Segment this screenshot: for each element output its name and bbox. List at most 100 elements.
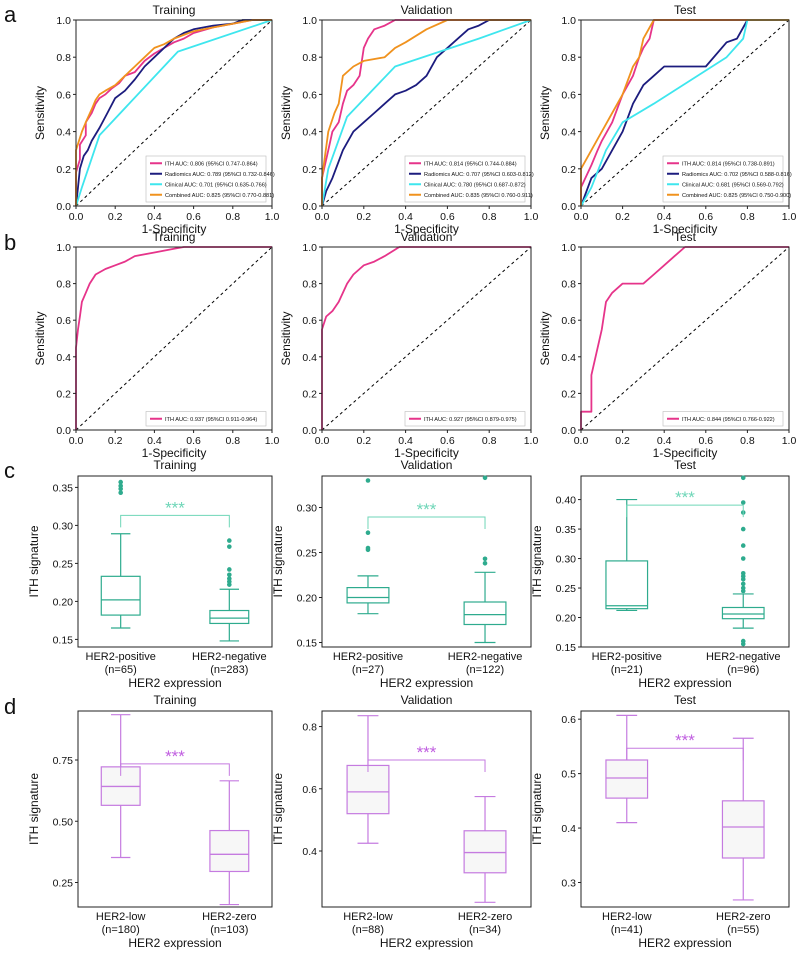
plot-frame	[321, 246, 532, 431]
y-tick-label: 0.3	[561, 878, 576, 890]
y-tick-label: 0.20	[53, 596, 74, 608]
legend: ITH AUC: 0.814 (95%CI 0.738-0.891) Radiom…	[662, 155, 792, 203]
y-tick-label: 1.0	[302, 15, 317, 27]
x-tick-label: 0.2	[108, 211, 123, 223]
y-tick-label: 0.4	[56, 352, 71, 364]
iqr-box	[605, 759, 649, 799]
y-axis-label: ITH signature	[530, 773, 544, 845]
chart-title: Training	[154, 693, 197, 707]
box-group-1: HER2-low(n=41)	[602, 714, 652, 936]
y-tick-label: 0.0	[561, 201, 576, 213]
chance-diagonal	[580, 246, 790, 431]
plot-frame	[321, 710, 532, 908]
legend-label: Clinical AUC: 0.701 (95%CI 0.635-0.766)	[165, 182, 267, 188]
group-label: HER2-zero	[202, 911, 256, 923]
outlier-point	[118, 483, 123, 489]
group-count: (n=180)	[102, 924, 140, 936]
y-tick-label: 0.4	[561, 127, 576, 139]
y-tick-label: 0.4	[302, 127, 317, 139]
group-label: HER2-low	[602, 911, 652, 923]
roc-curve-4	[580, 19, 789, 206]
outlier-point	[740, 581, 746, 587]
legend-label: Radiomics AUC: 0.707 (95%CI 0.603-0.812)	[424, 172, 534, 178]
legend-box	[145, 155, 267, 203]
y-tick-label: 0.35	[556, 524, 577, 536]
y-tick-label: 0.2	[56, 164, 71, 176]
x-tick-label: 0.2	[356, 435, 371, 447]
y-tick-label: 0.6	[302, 315, 317, 327]
y-tick-label: 0.6	[56, 315, 71, 327]
outlier-point	[227, 572, 232, 578]
chance-diagonal	[321, 246, 532, 431]
x-tick-label: 0.2	[615, 435, 630, 447]
x-tick-label: 0.2	[615, 211, 630, 223]
significance-bracket: ***	[626, 488, 744, 518]
x-tick-label: 0.2	[108, 435, 123, 447]
legend-label: Combined AUC: 0.835 (95%CI 0.760-0.911)	[424, 193, 533, 199]
chart-b2: Validation 0.0 0.2 0.4 0.6 0.8 1.0 0.0 0.2 0.4 0.6…	[279, 230, 538, 460]
significance-stars: ***	[165, 498, 185, 517]
legend-label: ITH AUC: 0.937 (95%CI 0.911-0.964)	[165, 417, 257, 423]
x-tick-label: 0.6	[440, 435, 455, 447]
y-tick-label: 0.50	[53, 816, 74, 828]
box-group-1: HER2-positive(n=27)	[333, 478, 403, 676]
plot-frame	[75, 246, 273, 431]
plot-frame	[580, 475, 790, 648]
plot-frame	[321, 475, 532, 648]
roc-curve-2	[580, 19, 789, 207]
x-axis-label: HER2 expression	[638, 936, 731, 950]
group-count: (n=88)	[352, 924, 384, 936]
x-tick-label: 0.0	[69, 435, 84, 447]
y-tick-label: 0.40	[556, 495, 577, 507]
y-tick-label: 0.5	[561, 769, 576, 781]
y-tick-label: 0.30	[53, 520, 74, 532]
x-tick-label: 0.0	[315, 211, 330, 223]
significance-bracket: ***	[120, 498, 230, 528]
y-tick-label: 0.2	[302, 164, 317, 176]
group-count: (n=65)	[105, 664, 137, 676]
x-tick-label: 1.0	[265, 435, 280, 447]
chart-title: Test	[674, 458, 697, 472]
x-tick-label: 0.4	[147, 435, 162, 447]
box-group-2: HER2-zero(n=34)	[458, 795, 512, 936]
chart-a2: Validation 0.0 0.2 0.4 0.6 0.8 1.0 0.0 0.2 0.4 0.6…	[279, 3, 538, 236]
x-tick-label: 1.0	[782, 211, 797, 223]
significance-stars: ***	[675, 488, 695, 507]
group-label: HER2-low	[96, 911, 146, 923]
x-tick-label: 0.4	[657, 435, 672, 447]
x-axis-label: HER2 expression	[380, 676, 473, 690]
outlier-point	[740, 500, 746, 505]
y-tick-label: 0.6	[561, 89, 576, 101]
plot-frame	[75, 19, 273, 207]
y-tick-label: 0.0	[302, 201, 317, 213]
box-group-1: HER2-low(n=180)	[96, 714, 146, 936]
y-axis-label: ITH signature	[27, 773, 41, 845]
roc-curve-4	[75, 19, 272, 206]
y-tick-label: 0.0	[56, 425, 71, 437]
panel-letter: d	[4, 694, 16, 719]
y-tick-label: 0.8	[561, 52, 576, 64]
chart-a1: Training 0.0 0.2 0.4 0.6 0.8 1.0 0.0 0.2 0.4 0.6 0.…	[33, 3, 279, 236]
iqr-box	[209, 609, 250, 625]
group-label: HER2-positive	[86, 651, 156, 663]
group-label: HER2-negative	[448, 651, 523, 663]
legend-label: Radiomics AUC: 0.789 (95%CI 0.732-0.846)	[165, 172, 275, 178]
outlier-point	[365, 530, 371, 535]
y-axis-label: ITH signature	[271, 773, 285, 845]
x-tick-label: 0.2	[356, 211, 371, 223]
chart-d2: Validation HER2-low(n=88) HER2-zero(n=34) *…	[271, 693, 532, 950]
x-tick-label: 0.6	[440, 211, 455, 223]
x-tick-label: 0.8	[482, 211, 497, 223]
iqr-box	[605, 560, 649, 610]
group-count: (n=103)	[210, 924, 248, 936]
x-tick-label: 0.6	[186, 435, 201, 447]
outlier-point	[740, 475, 746, 481]
box-group-2: HER2-negative(n=122)	[448, 475, 523, 676]
roc-curve-3	[580, 19, 789, 207]
legend-box	[404, 155, 526, 203]
plot-frame	[77, 710, 273, 908]
x-tick-label: 0.4	[147, 211, 162, 223]
chart-d1: Training HER2-low(n=180) HER2-zero(n=103) *…	[27, 693, 273, 950]
group-count: (n=27)	[352, 664, 384, 676]
